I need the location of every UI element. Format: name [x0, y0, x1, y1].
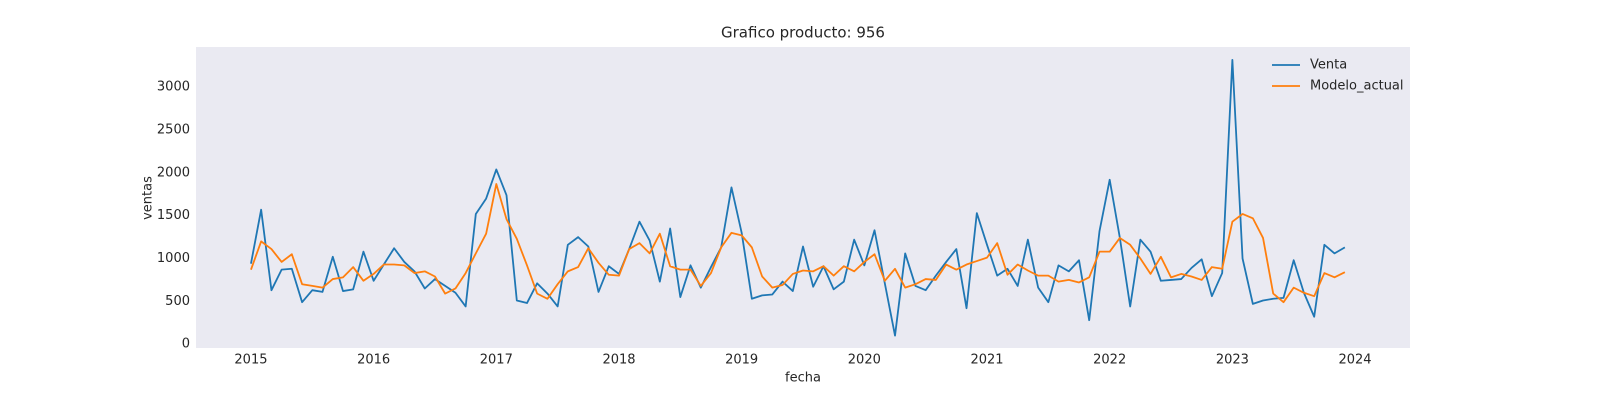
x-axis-label: fecha: [785, 371, 821, 386]
x-tick-label: 2019: [725, 353, 758, 368]
plot-area: [196, 47, 1410, 348]
x-tick-label: 2016: [357, 353, 390, 368]
y-tick-label: 2000: [157, 165, 190, 180]
series-line: [250, 183, 1346, 304]
x-tick-label: 2023: [1216, 353, 1249, 368]
series-line: [250, 58, 1346, 337]
x-tick-label: 2017: [480, 353, 513, 368]
y-axis-label: ventas: [141, 176, 156, 220]
legend-label: Modelo_actual: [1310, 79, 1404, 94]
x-tick-label: 2021: [970, 353, 1003, 368]
chart-title: Grafico producto: 956: [721, 24, 885, 42]
x-tick-label: 2018: [602, 353, 635, 368]
y-tick-label: 0: [182, 337, 190, 352]
x-tick-label: 2024: [1338, 353, 1371, 368]
y-tick-label: 3000: [157, 80, 190, 95]
y-tick-label: 1500: [157, 208, 190, 223]
x-tick-label: 2015: [234, 353, 267, 368]
x-tick-label: 2020: [848, 353, 881, 368]
y-tick-label: 1000: [157, 251, 190, 266]
y-tick-label: 2500: [157, 123, 190, 138]
legend-label: Venta: [1310, 58, 1347, 73]
y-tick-label: 500: [165, 294, 190, 309]
x-tick-label: 2022: [1093, 353, 1126, 368]
